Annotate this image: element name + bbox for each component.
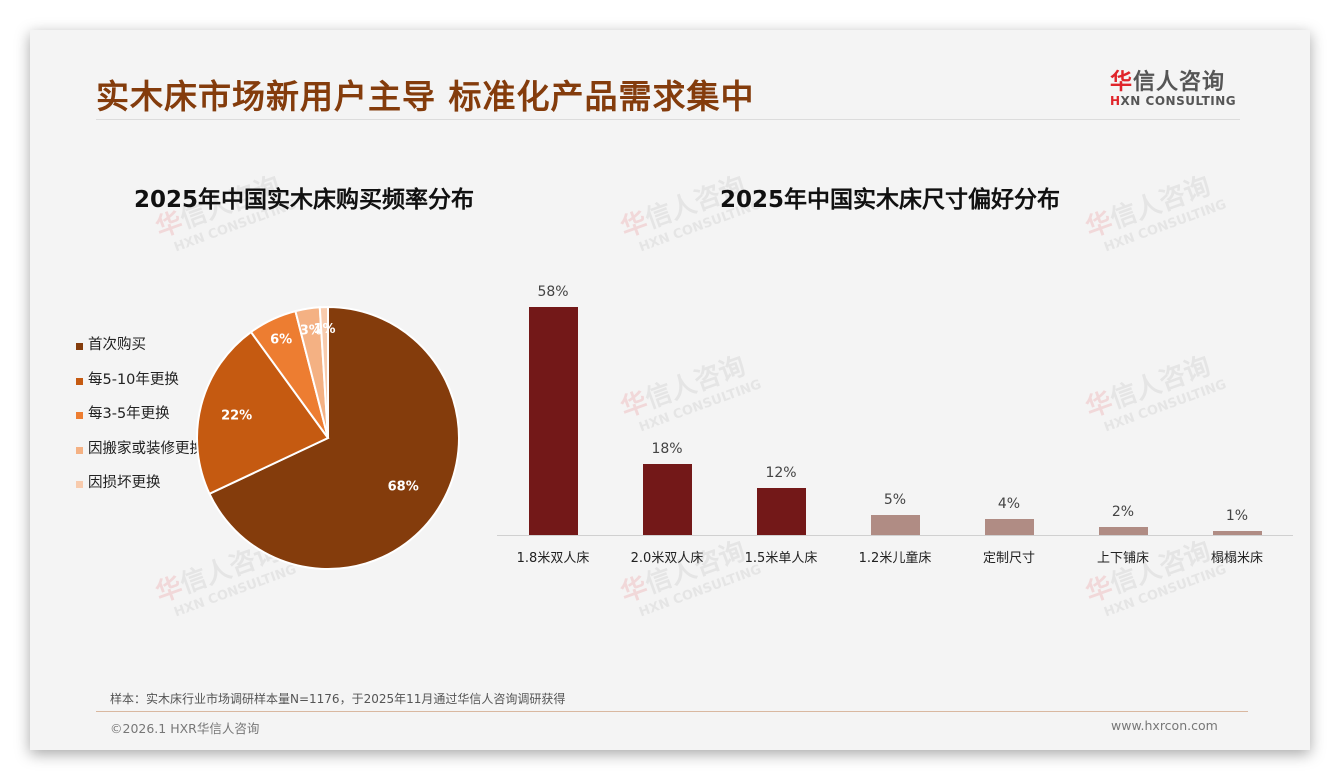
page-title: 实木床市场新用户主导 标准化产品需求集中 bbox=[96, 77, 755, 116]
pie-slice bbox=[208, 305, 460, 570]
x-axis-line bbox=[497, 535, 1293, 536]
legend-label: 每5-10年更换 bbox=[88, 371, 179, 388]
website-link[interactable]: www.hxrcon.com bbox=[1111, 718, 1218, 733]
x-axis-tick-label: 1.5米单人床 bbox=[744, 551, 818, 566]
legend-item: 每5-10年更换 bbox=[76, 369, 206, 404]
title-divider bbox=[96, 119, 1240, 120]
pie-data-label: 22% bbox=[221, 409, 252, 424]
x-axis-tick-label: 定制尺寸 bbox=[982, 551, 1035, 566]
bar-data-label: 18% bbox=[651, 441, 683, 458]
bar-chart: 58% 1.8米双人床 18% 2.0米双人床 12% 1.5米单人床 5% 1.2米儿童床 4… bbox=[30, 30, 1310, 750]
x-axis-tick-label: 1.8米双人床 bbox=[516, 551, 590, 566]
footer-divider bbox=[96, 711, 1248, 712]
company-logo: 华信人咨询 HXN CONSULTING bbox=[1110, 64, 1250, 108]
pie-slice bbox=[196, 330, 330, 496]
logo-chinese: 华信人咨询 bbox=[1110, 64, 1250, 96]
x-axis-tick-label: 1.2米儿童床 bbox=[858, 551, 932, 566]
bar-data-label: 58% bbox=[537, 284, 569, 301]
bar-data-label: 5% bbox=[883, 492, 907, 509]
legend-swatch bbox=[76, 446, 83, 454]
bar-data-label: 12% bbox=[765, 464, 797, 481]
legend-swatch bbox=[76, 377, 83, 385]
legend-item: 因搬家或装修更换 bbox=[76, 438, 206, 473]
bar bbox=[1098, 527, 1148, 535]
pie-data-label: 68% bbox=[388, 480, 419, 495]
pie-legend: 首次购买 每5-10年更换 每3-5年更换 因搬家或装修更换 因损坏更换 bbox=[76, 334, 206, 507]
logo-h-char: H bbox=[1110, 94, 1121, 108]
x-axis-tick-label: 上下铺床 bbox=[1096, 551, 1149, 566]
logo-cn-rest: 信人咨询 bbox=[1133, 70, 1226, 95]
pie-slice bbox=[318, 305, 329, 439]
bar-data-label: 4% bbox=[997, 496, 1021, 513]
bar bbox=[756, 487, 806, 535]
pie-chart-title: 2025年中国实木床购买频率分布 bbox=[134, 187, 475, 213]
bar bbox=[642, 464, 692, 535]
legend-swatch bbox=[76, 412, 83, 419]
bar bbox=[1212, 531, 1262, 535]
legend-label: 因损坏更换 bbox=[88, 475, 161, 491]
logo-en-rest: XN CONSULTING bbox=[1120, 94, 1237, 108]
copyright-text: ©2026.1 HXR华信人咨询 bbox=[110, 721, 260, 736]
pie-data-label: 3% bbox=[300, 323, 322, 338]
pie-data-label: 1% bbox=[314, 322, 336, 337]
sample-note: 样本：实木床行业市场调研样本量N=1176，于2025年11月通过华信人咨询调研… bbox=[110, 692, 566, 706]
logo-hua-char: 华 bbox=[1110, 70, 1134, 95]
pie-chart: 68% 22% 6% 3%1% bbox=[196, 305, 460, 570]
legend-item: 每3-5年更换 bbox=[76, 403, 206, 438]
pie-data-label: 6% bbox=[270, 332, 292, 347]
slide: 华信人咨询 HXN CONSULTING 华信人咨询 HXN CONSULTING 华信… bbox=[30, 30, 1310, 750]
legend-label: 首次购买 bbox=[88, 337, 146, 353]
legend-label: 因搬家或装修更换 bbox=[88, 440, 204, 457]
x-axis-tick-label: 榻榻米床 bbox=[1210, 551, 1263, 566]
bar bbox=[528, 307, 578, 535]
x-axis-tick-label: 2.0米双人床 bbox=[630, 551, 704, 566]
bar bbox=[984, 519, 1034, 535]
legend-label: 每3-5年更换 bbox=[88, 406, 170, 422]
legend-swatch bbox=[76, 481, 83, 488]
logo-english: HXN CONSULTING bbox=[1110, 94, 1250, 108]
legend-item: 因损坏更换 bbox=[76, 472, 206, 507]
legend-item: 首次购买 bbox=[76, 334, 206, 369]
legend-swatch bbox=[76, 343, 83, 350]
bar-data-label: 1% bbox=[1225, 508, 1249, 525]
bar-data-label: 2% bbox=[1111, 504, 1135, 521]
bar-chart-title: 2025年中国实木床尺寸偏好分布 bbox=[720, 187, 1061, 213]
bar bbox=[870, 515, 920, 535]
